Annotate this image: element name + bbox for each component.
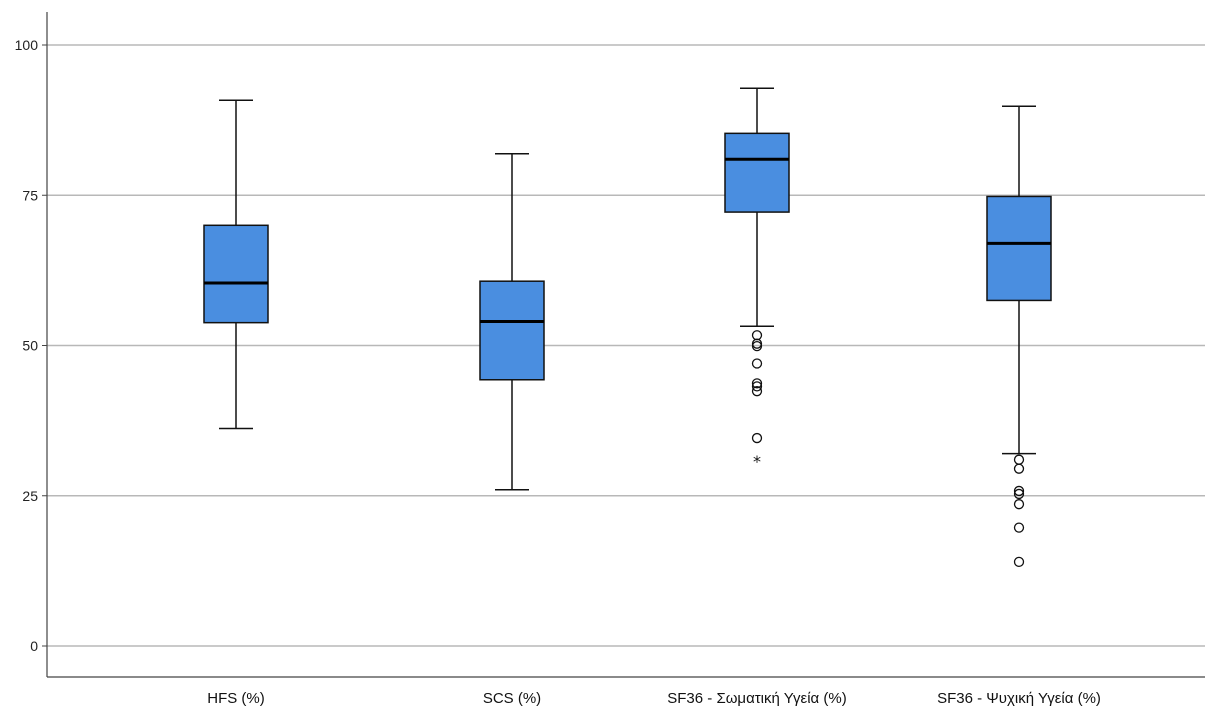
box-3: *	[724, 87, 790, 471]
box-4	[986, 105, 1052, 568]
y-tick-label: 50	[22, 338, 38, 354]
y-tick-label: 25	[22, 488, 38, 504]
y-axis: 0 25 50 75 100	[15, 12, 48, 677]
x-category-label: SF36 - Σωματική Υγεία (%)	[667, 690, 846, 707]
y-tick-label: 0	[30, 638, 38, 654]
x-category-label: SF36 - Ψυχική Υγεία (%)	[937, 690, 1101, 707]
y-tick-label: 100	[15, 37, 39, 53]
gridlines	[47, 44, 1205, 647]
outlier-point	[1013, 485, 1025, 497]
outlier-point	[751, 381, 763, 392]
x-axis: HFS (%) SCS (%) SF36 - Σωματική Υγεία (%) S…	[47, 676, 1205, 707]
outlier-point	[1013, 454, 1025, 465]
outlier-point	[1013, 463, 1025, 474]
outlier-point	[751, 340, 763, 352]
outlier-point	[1013, 499, 1025, 510]
box-iqr	[203, 224, 269, 324]
outlier-point	[751, 378, 763, 389]
extreme-point: *	[753, 452, 761, 471]
boxes: *	[203, 87, 1052, 568]
outlier-point	[751, 358, 763, 369]
y-tick-label: 75	[22, 187, 38, 203]
outlier-point	[751, 330, 763, 341]
outlier-point	[1013, 522, 1025, 533]
box-iqr	[479, 280, 545, 381]
outlier-point	[1013, 556, 1025, 568]
box-iqr	[724, 132, 790, 213]
box-1	[203, 99, 269, 430]
box-2	[479, 153, 545, 491]
box-iqr	[986, 195, 1052, 302]
x-category-label: SCS (%)	[483, 690, 541, 707]
x-category-label: HFS (%)	[207, 690, 265, 707]
outlier-point	[751, 386, 763, 397]
outlier-point	[1013, 488, 1025, 500]
outlier-point	[751, 432, 763, 444]
